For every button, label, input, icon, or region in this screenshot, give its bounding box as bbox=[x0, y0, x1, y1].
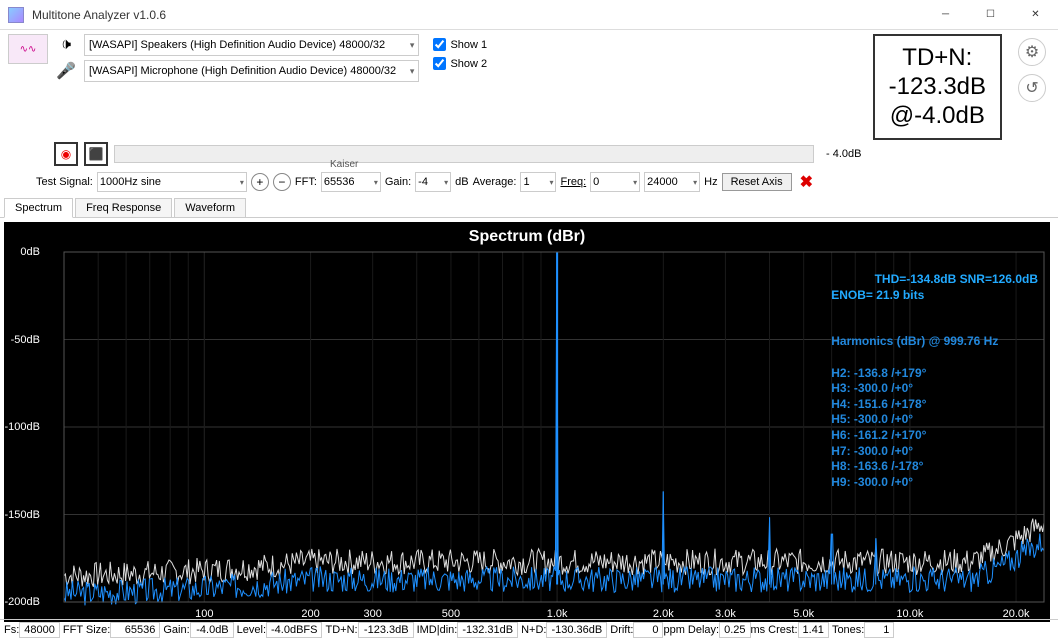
status-level-label: Level: bbox=[237, 624, 266, 636]
reset-axis-button[interactable]: Reset Axis bbox=[722, 173, 792, 191]
status-delay-label: Delay: bbox=[688, 624, 719, 636]
stop-button[interactable]: ⬛ bbox=[84, 142, 108, 166]
maximize-button[interactable]: ☐ bbox=[968, 0, 1013, 30]
fft-label: FFT: bbox=[295, 176, 317, 188]
status-drift: 0 bbox=[633, 622, 663, 638]
status-imd-label: IMD|din: bbox=[417, 624, 458, 636]
gain-value: -4 bbox=[418, 176, 428, 188]
status-delay-unit: ms bbox=[751, 624, 766, 636]
status-crest-label: Crest: bbox=[768, 624, 797, 636]
status-tones-label: Tones: bbox=[832, 624, 864, 636]
status-tdn-label: TD+N: bbox=[325, 624, 357, 636]
status-tones: 1 bbox=[864, 622, 894, 638]
show2-checkbox[interactable]: Show 2 bbox=[433, 57, 487, 70]
show1-input[interactable] bbox=[433, 38, 446, 51]
test-signal-value: 1000Hz sine bbox=[100, 176, 161, 188]
status-fs-label: Fs: bbox=[4, 624, 19, 636]
chevron-down-icon: ▾ bbox=[410, 40, 415, 51]
gear-icon[interactable]: ⚙ bbox=[1018, 38, 1046, 66]
status-imd: -132.31dB bbox=[457, 622, 518, 638]
speaker-icon: 🕩 bbox=[54, 36, 78, 54]
freq-lo-select[interactable]: 0▾ bbox=[590, 172, 640, 192]
app-icon bbox=[8, 7, 24, 23]
tdn-line2: -123.3dB bbox=[889, 73, 986, 102]
plus-button[interactable]: + bbox=[251, 173, 269, 191]
freq-label: Freq: bbox=[560, 176, 586, 188]
microphone-icon: 🎤 bbox=[54, 61, 78, 81]
logo-icon: ∿∿ bbox=[8, 34, 48, 64]
test-signal-select[interactable]: 1000Hz sine▾ bbox=[97, 172, 247, 192]
level-meter bbox=[114, 145, 814, 163]
status-nd-label: N+D: bbox=[521, 624, 546, 636]
close-button[interactable]: ✕ bbox=[1013, 0, 1058, 30]
tdn-line3: @-4.0dB bbox=[889, 102, 986, 131]
freq-unit: Hz bbox=[704, 176, 717, 188]
chevron-down-icon: ▾ bbox=[410, 66, 415, 77]
status-nd: -130.36dB bbox=[546, 622, 607, 638]
show2-label: Show 2 bbox=[450, 58, 487, 70]
fft-select[interactable]: 65536▾ bbox=[321, 172, 381, 192]
average-label: Average: bbox=[473, 176, 517, 188]
freq-lo-value: 0 bbox=[593, 176, 599, 188]
input-device-select[interactable]: [WASAPI] Microphone (High Definition Aud… bbox=[84, 60, 419, 82]
show1-label: Show 1 bbox=[450, 39, 487, 51]
fft-value: 65536 bbox=[324, 176, 355, 188]
output-device-select[interactable]: [WASAPI] Speakers (High Definition Audio… bbox=[84, 34, 419, 56]
output-device-value: [WASAPI] Speakers (High Definition Audio… bbox=[89, 39, 385, 51]
status-crest: 1.41 bbox=[798, 622, 829, 638]
tab-spectrum[interactable]: Spectrum bbox=[4, 198, 73, 218]
gain-label: Gain: bbox=[385, 176, 411, 188]
status-delay: 0.25 bbox=[719, 622, 750, 638]
status-fftsize: 65536 bbox=[110, 622, 160, 638]
status-tdn: -123.3dB bbox=[358, 622, 414, 638]
tdn-summary-box: TD+N: -123.3dB @-4.0dB bbox=[873, 34, 1002, 140]
gain-select[interactable]: -4▾ bbox=[415, 172, 451, 192]
level-text: - 4.0dB bbox=[820, 148, 867, 160]
test-signal-label: Test Signal: bbox=[36, 176, 93, 188]
status-drift-unit: ppm bbox=[663, 624, 684, 636]
status-bar: Fs:48000 FFT Size:65536 Gain:-4.0dB Leve… bbox=[0, 619, 1058, 639]
gain-unit: dB bbox=[455, 176, 468, 188]
input-device-value: [WASAPI] Microphone (High Definition Aud… bbox=[89, 65, 396, 77]
chart-overlay-text: THD=-134.8dB SNR=126.0dB ENOB= 21.9 bits… bbox=[831, 256, 1038, 506]
status-gain: -4.0dB bbox=[190, 622, 234, 638]
freq-hi-value: 24000 bbox=[647, 176, 678, 188]
minus-button[interactable]: − bbox=[273, 173, 291, 191]
show2-input[interactable] bbox=[433, 57, 446, 70]
spectrum-chart[interactable]: Spectrum (dBr) 0dB-50dB-100dB-150dB-200d… bbox=[4, 222, 1050, 622]
status-gain-label: Gain: bbox=[163, 624, 189, 636]
tab-bar: Spectrum Freq Response Waveform bbox=[0, 198, 1058, 218]
status-drift-label: Drift: bbox=[610, 624, 633, 636]
average-value: 1 bbox=[523, 176, 529, 188]
status-level: -4.0dBFS bbox=[266, 622, 322, 638]
tdn-line1: TD+N: bbox=[889, 44, 986, 73]
tab-freq-response[interactable]: Freq Response bbox=[75, 198, 172, 217]
show1-checkbox[interactable]: Show 1 bbox=[433, 38, 487, 51]
cancel-icon[interactable]: ✖ bbox=[796, 172, 817, 192]
clock-icon[interactable]: ↺ bbox=[1018, 74, 1046, 102]
titlebar: Multitone Analyzer v1.0.6 ─ ☐ ✕ bbox=[0, 0, 1058, 30]
average-select[interactable]: 1▾ bbox=[520, 172, 556, 192]
fft-window-label: Kaiser bbox=[330, 159, 358, 170]
status-fs: 48000 bbox=[19, 622, 60, 638]
record-button[interactable]: ◉ bbox=[54, 142, 78, 166]
minimize-button[interactable]: ─ bbox=[923, 0, 968, 30]
status-fftsize-label: FFT Size: bbox=[63, 624, 110, 636]
tab-waveform[interactable]: Waveform bbox=[174, 198, 246, 217]
freq-hi-select[interactable]: 24000▾ bbox=[644, 172, 700, 192]
window-title: Multitone Analyzer v1.0.6 bbox=[32, 8, 923, 22]
